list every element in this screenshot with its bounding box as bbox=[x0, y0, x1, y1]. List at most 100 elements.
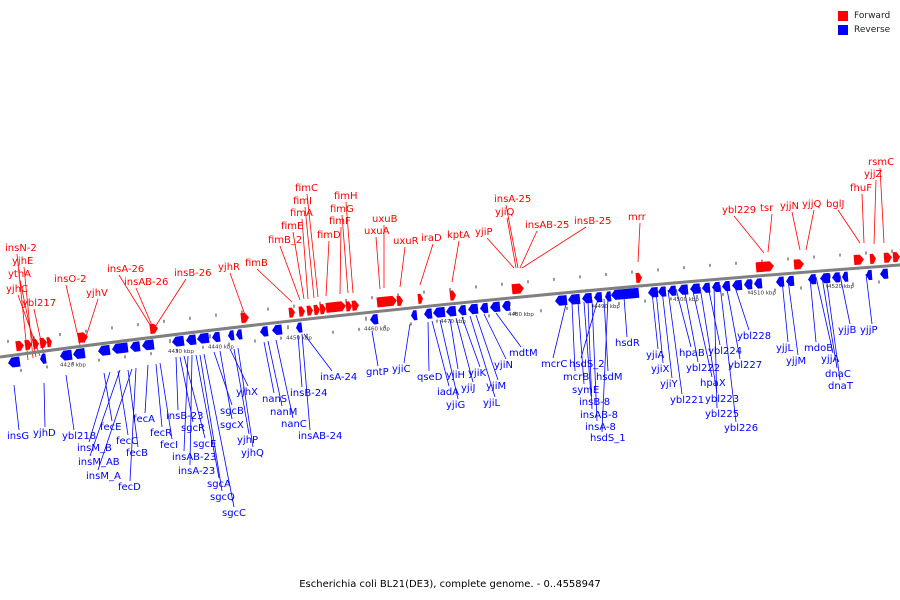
reverse-gene-label: fecA bbox=[133, 414, 155, 425]
reverse-gene-label: yjiK bbox=[468, 368, 486, 379]
reverse-gene-label: insAB-8 bbox=[580, 410, 618, 421]
reverse-gene-label: dnaT bbox=[828, 381, 854, 392]
reverse-gene-callout bbox=[580, 298, 599, 359]
reverse-gene-callout bbox=[469, 315, 496, 398]
reverse-gene-label: mcrC bbox=[541, 359, 567, 370]
forward-gene-callout bbox=[506, 217, 517, 269]
legend-forward-label: Forward bbox=[854, 11, 891, 21]
reverse-gene-arrow bbox=[197, 332, 210, 344]
forward-gene-arrow bbox=[24, 339, 32, 351]
reverse-gene-arrow bbox=[60, 349, 73, 361]
reverse-gene-callout bbox=[781, 279, 789, 343]
axis-ticks: 4420 kbp 4430 kbp 4440 kbp 4450 kbp 4460 kbp… bbox=[7, 249, 893, 372]
reverse-gene-label: hsdS_1 bbox=[590, 433, 626, 444]
reverse-gene-callout bbox=[275, 339, 294, 419]
reverse-gene-arrow bbox=[648, 286, 659, 298]
reverse-gene-arrow bbox=[212, 331, 221, 343]
reverse-gene-label: mcrB bbox=[563, 372, 589, 383]
forward-gene-arrow bbox=[793, 259, 804, 270]
reverse-gene-arrow bbox=[820, 272, 831, 284]
reverse-gene-label: yjiJ bbox=[461, 383, 475, 394]
forward-gene-arrow bbox=[39, 337, 47, 349]
forward-gene-callout bbox=[341, 214, 349, 294]
reverse-gene-arrow bbox=[582, 292, 593, 304]
reverse-gene-callout bbox=[719, 284, 737, 423]
reverse-gene-callout bbox=[787, 279, 799, 356]
reverse-gene-label: yjhD bbox=[33, 428, 56, 439]
reverse-gene-label: yjiG bbox=[446, 400, 465, 411]
reverse-gene-label: ybl226 bbox=[724, 423, 758, 434]
reverse-gene-callout bbox=[89, 369, 121, 457]
reverse-gene-arrow bbox=[130, 341, 141, 352]
reverse-gene-arrow bbox=[611, 287, 640, 300]
forward-gene-callout bbox=[256, 268, 293, 303]
reverse-gene-arrow bbox=[480, 302, 489, 314]
forward-gene-arrow bbox=[313, 304, 320, 316]
reverse-gene-callout bbox=[439, 319, 459, 400]
reverse-gene-label: hsdR bbox=[615, 338, 640, 349]
forward-gene-label: rsmC bbox=[868, 157, 894, 168]
forward-gene-label: ybl217 bbox=[22, 298, 56, 309]
reverse-gene-arrow bbox=[468, 303, 479, 315]
reverse-gene-label: yjiY bbox=[660, 379, 678, 390]
reverse-gene-label: yjjM bbox=[786, 356, 806, 367]
reverse-gene-callout bbox=[591, 299, 598, 422]
forward-gene-arrow bbox=[892, 251, 900, 263]
reverse-gene-label: insA-24 bbox=[320, 372, 357, 383]
axis-tick-label: 4470 kbp bbox=[440, 319, 466, 325]
reverse-gene-arrow bbox=[832, 272, 841, 283]
reverse-gene-arrow bbox=[40, 353, 47, 364]
reverse-gene-callout bbox=[303, 333, 333, 372]
forward-gene-label: fimE bbox=[281, 221, 303, 232]
reverse-gene-arrow bbox=[502, 300, 511, 312]
forward-gene-callout bbox=[733, 215, 765, 254]
forward-gene-callout bbox=[154, 278, 187, 328]
reverse-gene-label: ybl222 bbox=[686, 363, 720, 374]
forward-gene-arrow bbox=[288, 307, 295, 318]
reverse-gene-label: yjiL bbox=[483, 398, 500, 409]
reverse-gene-arrow bbox=[712, 281, 721, 293]
reverse-gene-callout bbox=[865, 273, 873, 325]
reverse-gene-label: insM_A bbox=[86, 471, 121, 482]
axis-tick-label: 4440 kbp bbox=[208, 344, 234, 350]
forward-gene-callout bbox=[304, 206, 315, 299]
reverse-gene-callout bbox=[155, 363, 163, 428]
forward-gene-label: uxuB bbox=[372, 214, 398, 225]
reverse-gene-callout bbox=[88, 371, 111, 443]
reverse-gene-label: symE bbox=[572, 385, 599, 396]
forward-gene-callout bbox=[837, 209, 861, 244]
reverse-gene-label: insM_AB bbox=[78, 457, 120, 468]
reverse-gene-label: sgcE bbox=[193, 439, 216, 450]
reverse-gene-arrow bbox=[808, 274, 817, 285]
reverse-gene-callout bbox=[129, 367, 137, 482]
reverse-gene-arrow bbox=[754, 278, 763, 289]
reverse-gene-callout bbox=[189, 354, 193, 466]
forward-gene-callout bbox=[521, 226, 587, 269]
reverse-gene-callout bbox=[587, 300, 593, 410]
reverse-gene-label: sgcR bbox=[181, 423, 205, 434]
reverse-gene-callout bbox=[301, 333, 311, 431]
reverse-gene-label: yjhX bbox=[236, 387, 258, 398]
forward-gene-arrow bbox=[417, 293, 423, 304]
forward-gene-label: fimG bbox=[330, 204, 354, 215]
reverse-gene-label: yjiN bbox=[494, 360, 513, 371]
reverse-gene-label: insAB-23 bbox=[172, 452, 216, 463]
forward-gene-callout bbox=[292, 231, 305, 300]
reverse-gene-callout bbox=[651, 291, 659, 350]
legend: Forward Reverse bbox=[838, 9, 890, 37]
forward-gene-arrow bbox=[306, 305, 313, 316]
reverse-gene-label: insB-8 bbox=[579, 397, 610, 408]
forward-gene-arrow bbox=[755, 261, 774, 273]
reverse-gene-callout bbox=[199, 354, 223, 492]
forward-gene-arrow bbox=[240, 312, 249, 324]
reverse-gene-callout bbox=[97, 368, 133, 471]
axis-tick-label: 4510 kbp bbox=[750, 290, 776, 296]
forward-gene-label: yjhR bbox=[218, 262, 240, 273]
forward-gene-arrow bbox=[32, 338, 39, 350]
reverse-gene-callout bbox=[809, 277, 817, 343]
forward-gene-label: yjiP bbox=[475, 227, 493, 238]
reverse-gene-label: hsdM bbox=[596, 372, 623, 383]
forward-gene-label: yjjZ bbox=[864, 169, 882, 180]
reverse-gene-label: ybl225 bbox=[705, 409, 739, 420]
forward-gene-callout bbox=[451, 240, 460, 283]
